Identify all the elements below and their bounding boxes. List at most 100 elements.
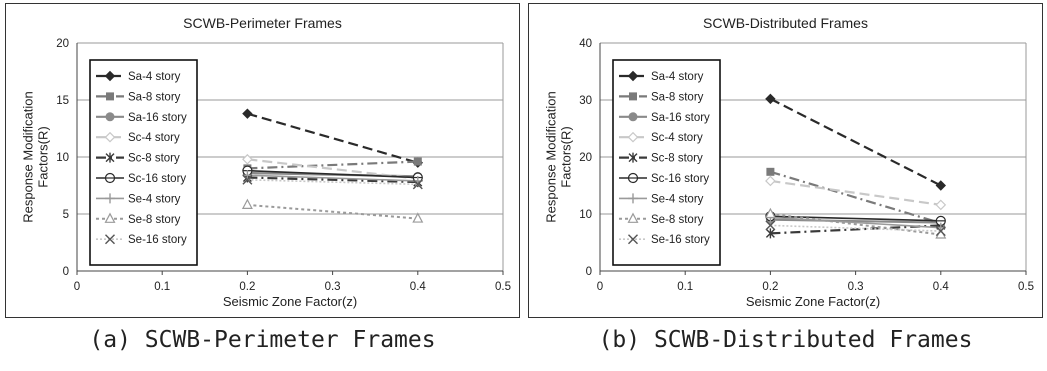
y-tick-label: 5 [63, 209, 69, 221]
series-line-sc-4-story [247, 158, 418, 180]
data-point-sc-4-story [765, 175, 776, 187]
chart-panel-distributed: SCWB-Distributed Frames 0 10 20 30 40 0 0.1 0.2 0… [528, 3, 1043, 318]
legend: Sa-4 story Sa-8 story Sa-16 story Sc-4 stor… [89, 59, 198, 266]
legend-item-sa-8-story: Sa-8 story [619, 91, 704, 103]
series-line-se-8-story [247, 203, 418, 220]
legend-label: Sa-8 story [128, 91, 181, 103]
legend-label: Se-16 story [651, 234, 710, 246]
data-point-se-16-story [935, 226, 946, 237]
legend-item-se-4-story: Se-4 story [96, 193, 181, 205]
legend-item-se-8-story: Se-8 story [619, 212, 704, 226]
data-point-sa-4-story [242, 108, 253, 119]
legend-marker [104, 131, 116, 143]
legend-marker [629, 92, 637, 101]
legend-label: Sa-4 story [128, 71, 181, 83]
chart-title: SCWB-Perimeter Frames [183, 15, 342, 31]
data-point-se-8-story [764, 207, 776, 219]
series-line-sc-16-story [770, 215, 941, 222]
data-point-se-16-story [242, 174, 253, 185]
chart-perimeter-frames: SCWB-Perimeter Frames 0 5 10 15 20 0 0.1 0.2 0.3 0… [5, 3, 520, 318]
data-point-sc-4-story [935, 199, 947, 211]
chart-title: SCWB-Distributed Frames [703, 15, 868, 31]
x-axis-label: Seismic Zone Factor(z) [223, 294, 357, 309]
legend-label: Sa-16 story [128, 112, 187, 124]
series-line-se-8-story [770, 213, 941, 236]
legend-item-sc-8-story: Sc-8 story [619, 152, 703, 165]
x-tick-label: 0 [74, 281, 80, 293]
legend-label: Sa-16 story [651, 112, 710, 124]
legend-item-se-8-story: Se-8 story [96, 212, 181, 226]
legend-item-sa-8-story: Sa-8 story [96, 91, 181, 103]
legend-label: Sc-8 story [651, 153, 703, 165]
data-point-se-8-story [241, 198, 253, 209]
series-line-sa-8-story [770, 170, 942, 225]
series-lines [241, 108, 424, 223]
x-tick-label: 0 [597, 281, 603, 293]
series-line-se-16-story [247, 179, 418, 186]
y-tick-label: 0 [63, 266, 69, 278]
legend-label: Se-8 story [651, 214, 704, 226]
y-tick-label: 20 [56, 38, 69, 50]
x-tick-label: 0.1 [154, 281, 170, 293]
legend-label: Se-4 story [128, 193, 181, 205]
x-tick-label: 0.4 [410, 281, 427, 293]
series-line-se-16-story [770, 224, 941, 232]
legend-item-sc-8-story: Sc-8 story [96, 152, 180, 165]
legend-label: Sc-4 story [651, 132, 703, 144]
legend-marker [628, 152, 638, 163]
legend-label: Sc-16 story [128, 173, 186, 185]
data-point-se-16-story [412, 179, 423, 190]
legend: Sa-4 story Sa-8 story Sa-16 story Sc-4 stor… [612, 59, 721, 266]
legend-item-sa-4-story: Sa-4 story [619, 70, 704, 83]
y-tick-label: 10 [579, 209, 592, 221]
legend-marker [105, 193, 115, 204]
series-line-se-4-story [247, 174, 418, 182]
legend-item-sc-16-story: Sc-16 story [619, 172, 709, 185]
x-axis-label: Seismic Zone Factor(z) [746, 294, 880, 309]
legend-marker [628, 112, 638, 122]
data-point-se-16-story [765, 220, 776, 231]
legend-marker [627, 212, 639, 223]
data-point-sa-8-story [766, 167, 775, 176]
y-axis-label: Response ModificationFactors(R) [20, 91, 50, 223]
chart-distributed-frames: SCWB-Distributed Frames 0 10 20 30 40 0 0.1 0.2 0… [528, 3, 1043, 318]
legend-item-sa-16-story: Sa-16 story [619, 112, 710, 124]
series-line-sc-16-story [247, 169, 418, 179]
data-point-sa-4-story [935, 180, 947, 191]
legend-marker [105, 152, 115, 163]
legend-marker [105, 234, 115, 245]
legend-marker [627, 172, 639, 184]
legend-item-sc-4-story: Sc-4 story [96, 131, 180, 144]
legend-marker [105, 112, 115, 122]
legend-label: Sa-4 story [651, 71, 704, 83]
legend-marker [627, 131, 639, 143]
x-tick-label: 0.5 [1018, 281, 1034, 293]
chart-frame [528, 3, 1043, 318]
chart-panel-perimeter: SCWB-Perimeter Frames 0 5 10 15 20 0 0.1 0.2 0.3 0… [5, 3, 520, 318]
legend-item-sa-16-story: Sa-16 story [96, 112, 187, 124]
x-tick-label: 0.4 [933, 281, 950, 293]
legend-marker [628, 193, 638, 204]
series-line-sa-16-story [770, 218, 941, 224]
data-point-sa-8-story [413, 157, 422, 166]
legend-label: Se-8 story [128, 214, 181, 226]
series-lines [764, 93, 947, 239]
legend-marker [104, 70, 116, 82]
legend-label: Sc-16 story [651, 173, 709, 185]
legend-label: Se-4 story [651, 193, 704, 205]
legend-label: Sc-8 story [128, 153, 180, 165]
legend-item-se-16-story: Se-16 story [619, 234, 710, 246]
legend-marker [628, 234, 638, 245]
x-tick-label: 0.3 [848, 281, 864, 293]
x-tick-label: 0.1 [677, 281, 693, 293]
legend-item-se-16-story: Se-16 story [96, 234, 187, 246]
legend-item-sc-4-story: Sc-4 story [619, 131, 703, 144]
y-tick-label: 20 [579, 152, 592, 164]
legend-item-se-4-story: Se-4 story [619, 193, 704, 205]
series-line-se-4-story [770, 216, 941, 229]
x-tick-label: 0.5 [495, 281, 511, 293]
legend-marker [104, 212, 116, 223]
legend-marker [104, 172, 116, 184]
series-line-sa-4-story [769, 97, 942, 187]
y-tick-label: 40 [579, 38, 592, 50]
